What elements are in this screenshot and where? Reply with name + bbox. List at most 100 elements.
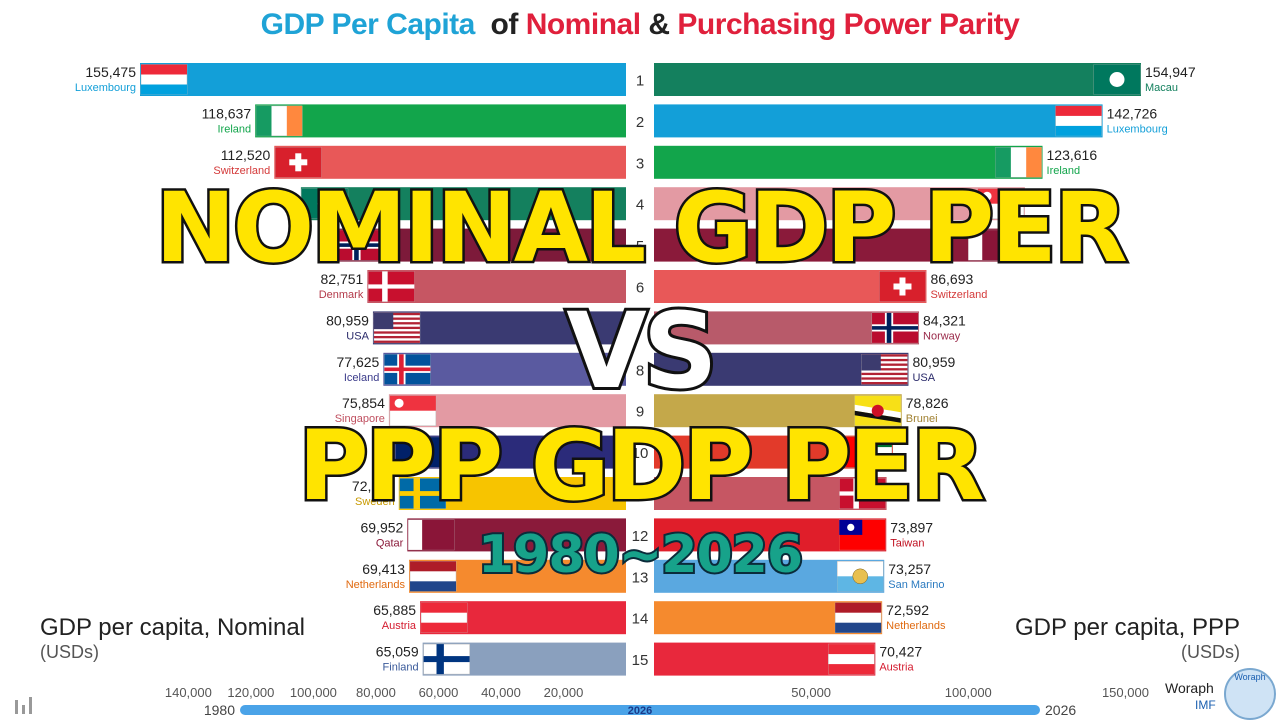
flag-icon — [879, 271, 926, 302]
overlay-ppp-gdp-per: PPP GDP PER — [296, 408, 988, 525]
ppp-bar — [654, 63, 1141, 96]
nominal-axis-tick: 80,000 — [356, 685, 396, 700]
nominal-axis-tick: 60,000 — [419, 685, 459, 700]
ppp-bar — [654, 187, 1025, 221]
flag-icon — [384, 354, 431, 385]
flag-icon — [995, 147, 1042, 178]
rank-number: 6 — [636, 280, 644, 297]
nominal-axis-tick: 100,000 — [290, 685, 337, 700]
right-panel-unit: (USDs) — [1181, 642, 1240, 662]
ppp-bar — [654, 104, 1103, 138]
title-ampersand: & — [648, 8, 670, 41]
rank-number: 5 — [636, 238, 644, 255]
ppp-country-label: Netherlands — [886, 620, 946, 632]
bar-chart-icon — [15, 697, 32, 714]
overlay-vs: VS — [563, 287, 720, 415]
ppp-country-label: Austria — [879, 662, 914, 674]
flag-icon — [1055, 105, 1102, 137]
flag-icon — [871, 312, 919, 344]
rank-number: 8 — [636, 362, 644, 379]
nominal-country-label: USA — [346, 330, 369, 342]
nominal-country-label: Finland — [383, 662, 419, 674]
ppp-country-label: Ireland — [1047, 165, 1081, 177]
flag-icon — [839, 478, 886, 509]
flag-icon — [834, 602, 882, 633]
flag-icon — [395, 436, 442, 468]
ppp-axis-tick: 50,000 — [791, 685, 831, 700]
nominal-value-label: 69,413 — [362, 561, 405, 577]
rank-number: 13 — [632, 569, 649, 586]
overlay-nominal-gdp-per: NOMINAL GDP PER — [153, 170, 1131, 287]
rank-number: 11 — [632, 487, 648, 504]
brand-name: Woraph — [1165, 680, 1214, 696]
nominal-value-label: 80,959 — [326, 312, 369, 328]
ppp-country-label: Norway — [923, 330, 961, 342]
rank-number: 14 — [632, 611, 649, 628]
flag-icon — [301, 188, 349, 219]
flag-icon — [339, 229, 386, 261]
brand-logo-text: Woraph — [1234, 672, 1266, 682]
nominal-axis-tick: 120,000 — [227, 685, 274, 700]
flag-icon — [845, 436, 893, 468]
nominal-axis-tick: 40,000 — [481, 685, 521, 700]
ppp-value-label: 142,726 — [1107, 105, 1158, 121]
nominal-country-label: Austria — [382, 620, 417, 632]
timeline-start-label: 1980 — [204, 702, 235, 718]
nominal-value-label: 82,751 — [321, 271, 364, 287]
ppp-country-label: USA — [912, 372, 935, 384]
ppp-country-label: San Marino — [888, 579, 944, 591]
flag-icon — [368, 271, 415, 302]
flag-icon — [854, 395, 902, 426]
nominal-value-label: 65,059 — [376, 644, 419, 660]
brand-logo: Woraph — [1224, 668, 1276, 720]
ppp-axis-tick: 100,000 — [945, 685, 992, 700]
flag-icon — [409, 561, 457, 592]
nominal-value-label: 155,475 — [85, 64, 136, 80]
flag-icon — [140, 64, 188, 95]
ppp-value-label: 73,897 — [890, 519, 933, 535]
nominal-bar — [338, 228, 626, 262]
rank-number: 10 — [632, 445, 649, 462]
rank-number: 4 — [636, 197, 644, 214]
nominal-country-label: Denmark — [319, 289, 364, 301]
title-gdp-per-capita: GDP Per Capita — [260, 8, 476, 41]
nominal-value-label: 112,520 — [221, 147, 271, 163]
nominal-bar — [255, 104, 626, 138]
flag-icon — [420, 602, 468, 633]
rank-number: 3 — [636, 155, 644, 172]
nominal-value-label: 65,885 — [373, 602, 416, 618]
flag-icon — [399, 478, 447, 509]
left-panel-label: GDP per capita, Nominal — [40, 614, 306, 641]
title-nominal: Nominal — [525, 8, 641, 41]
nominal-country-label: Ireland — [218, 123, 252, 135]
nominal-value-label: 75,854 — [342, 395, 385, 411]
flag-icon — [1093, 64, 1141, 95]
nominal-bar — [140, 63, 626, 96]
timeline-slider[interactable] — [240, 705, 1040, 715]
rank-number: 1 — [636, 73, 644, 90]
flag-icon — [836, 561, 884, 592]
timeline-end-label: 2026 — [1045, 702, 1076, 718]
ppp-value-label: 86,693 — [930, 271, 973, 287]
ppp-value-label: 154,947 — [1145, 64, 1196, 80]
flag-icon — [968, 229, 1015, 261]
nominal-value-label: 69,952 — [361, 519, 404, 535]
title-ppp: Purchasing Power Parity — [677, 8, 1020, 41]
ppp-country-label: Macau — [1145, 82, 1178, 94]
ppp-bar — [654, 145, 1043, 179]
data-source: IMF — [1195, 698, 1216, 712]
ppp-value-label: 80,959 — [912, 354, 955, 370]
flag-icon — [977, 188, 1025, 219]
nominal-country-label: Singapore — [335, 413, 385, 425]
nominal-country-label: Iceland — [344, 372, 379, 384]
rank-number: 12 — [632, 528, 649, 545]
flag-icon — [275, 147, 322, 178]
flag-icon — [373, 312, 421, 344]
flag-icon — [861, 354, 908, 385]
ppp-value-label: 72,592 — [886, 602, 929, 618]
ppp-country-label: Switzerland — [930, 289, 987, 301]
nominal-country-label: Switzerland — [213, 165, 270, 177]
nominal-country-label: Qatar — [376, 537, 404, 549]
flag-icon — [389, 395, 437, 426]
